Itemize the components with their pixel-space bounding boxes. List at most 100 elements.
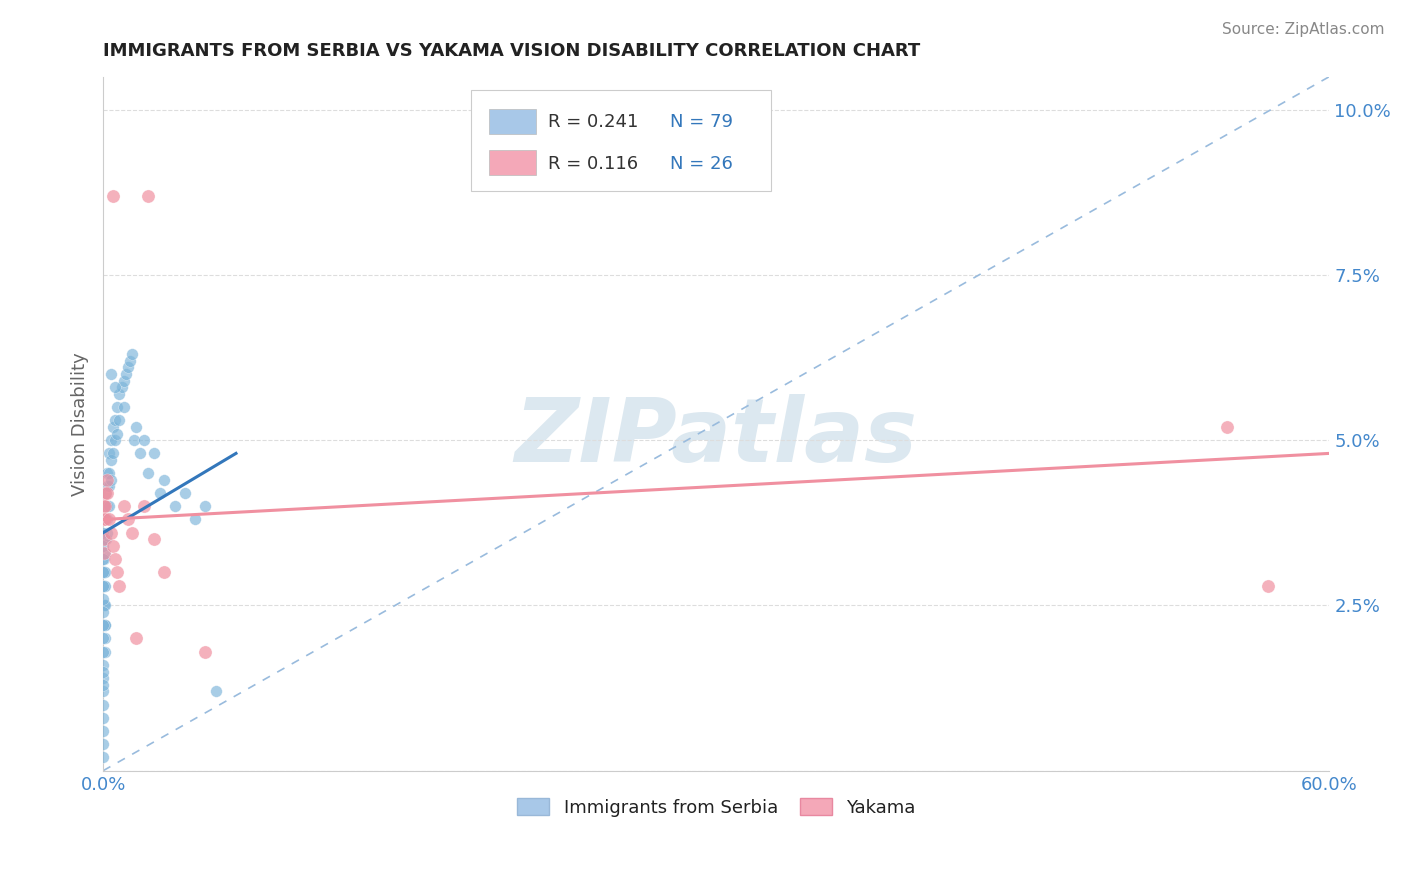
Point [94,618,117,632]
Point [93,599,115,613]
Point [136,188,159,202]
Point [94,486,117,500]
Point [96,500,118,514]
Text: ZIPatlas: ZIPatlas [515,394,918,481]
Point [94,533,117,547]
Point [98,467,121,481]
Point [98,512,121,526]
Text: Source: ZipAtlas.com: Source: ZipAtlas.com [1222,22,1385,37]
Point [91,737,114,751]
Point [194,500,217,514]
Point [184,512,207,526]
Point [112,500,135,514]
Point [107,400,129,414]
Point [96,479,118,493]
Text: IMMIGRANTS FROM SERBIA VS YAKAMA VISION DISABILITY CORRELATION CHART: IMMIGRANTS FROM SERBIA VS YAKAMA VISION … [103,42,921,60]
FancyBboxPatch shape [471,90,772,191]
Point [100,367,122,381]
Point [96,512,118,526]
Point [136,467,159,481]
Point [153,473,176,487]
Point [1216,420,1239,434]
Point [96,525,118,540]
Text: R = 0.241: R = 0.241 [548,113,638,131]
Point [96,486,118,500]
FancyBboxPatch shape [489,109,536,134]
Point [98,479,121,493]
Point [104,552,127,566]
Point [107,426,129,441]
Point [96,512,118,526]
Point [125,632,148,646]
Point [91,539,114,553]
Point [132,433,155,447]
Point [204,684,226,698]
Point [108,579,131,593]
Point [94,618,117,632]
Point [103,188,125,202]
Point [91,665,114,679]
Point [91,566,114,580]
Point [163,500,186,514]
Point [93,512,115,526]
Point [91,605,114,619]
Point [1257,579,1279,593]
Point [94,579,117,593]
Point [108,413,131,427]
Point [125,420,148,434]
Point [153,566,176,580]
Point [94,645,117,659]
Point [112,400,135,414]
Point [91,591,114,606]
Point [91,711,114,725]
FancyBboxPatch shape [489,150,536,175]
Point [93,533,115,547]
Point [96,467,118,481]
Point [129,446,152,460]
Point [93,545,115,559]
Point [103,446,125,460]
Point [103,420,125,434]
Point [91,671,114,685]
Point [114,367,136,381]
Point [149,486,172,500]
Legend: Immigrants from Serbia, Yakama: Immigrants from Serbia, Yakama [509,791,924,824]
Point [91,698,114,712]
Point [96,473,118,487]
Text: R = 0.116: R = 0.116 [548,155,638,173]
Point [91,645,114,659]
Text: N = 79: N = 79 [669,113,733,131]
Point [94,500,117,514]
Point [104,433,127,447]
Point [121,347,143,361]
Point [91,632,114,646]
Point [100,433,122,447]
Point [98,500,121,514]
Point [121,525,143,540]
Point [93,500,115,514]
Point [132,500,155,514]
Point [94,566,117,580]
Point [94,500,117,514]
Point [91,657,114,672]
Point [93,579,115,593]
Point [91,750,114,764]
Point [98,446,121,460]
Point [91,684,114,698]
Point [173,486,195,500]
Point [93,632,115,646]
Point [91,552,114,566]
Point [93,533,115,547]
Y-axis label: Vision Disability: Vision Disability [72,351,89,496]
Point [143,533,166,547]
Point [108,387,131,401]
Point [100,473,122,487]
Text: N = 26: N = 26 [669,155,733,173]
Point [93,552,115,566]
Point [103,539,125,553]
Point [107,566,129,580]
Point [91,579,114,593]
Point [94,599,117,613]
Point [100,525,122,540]
Point [112,374,135,388]
